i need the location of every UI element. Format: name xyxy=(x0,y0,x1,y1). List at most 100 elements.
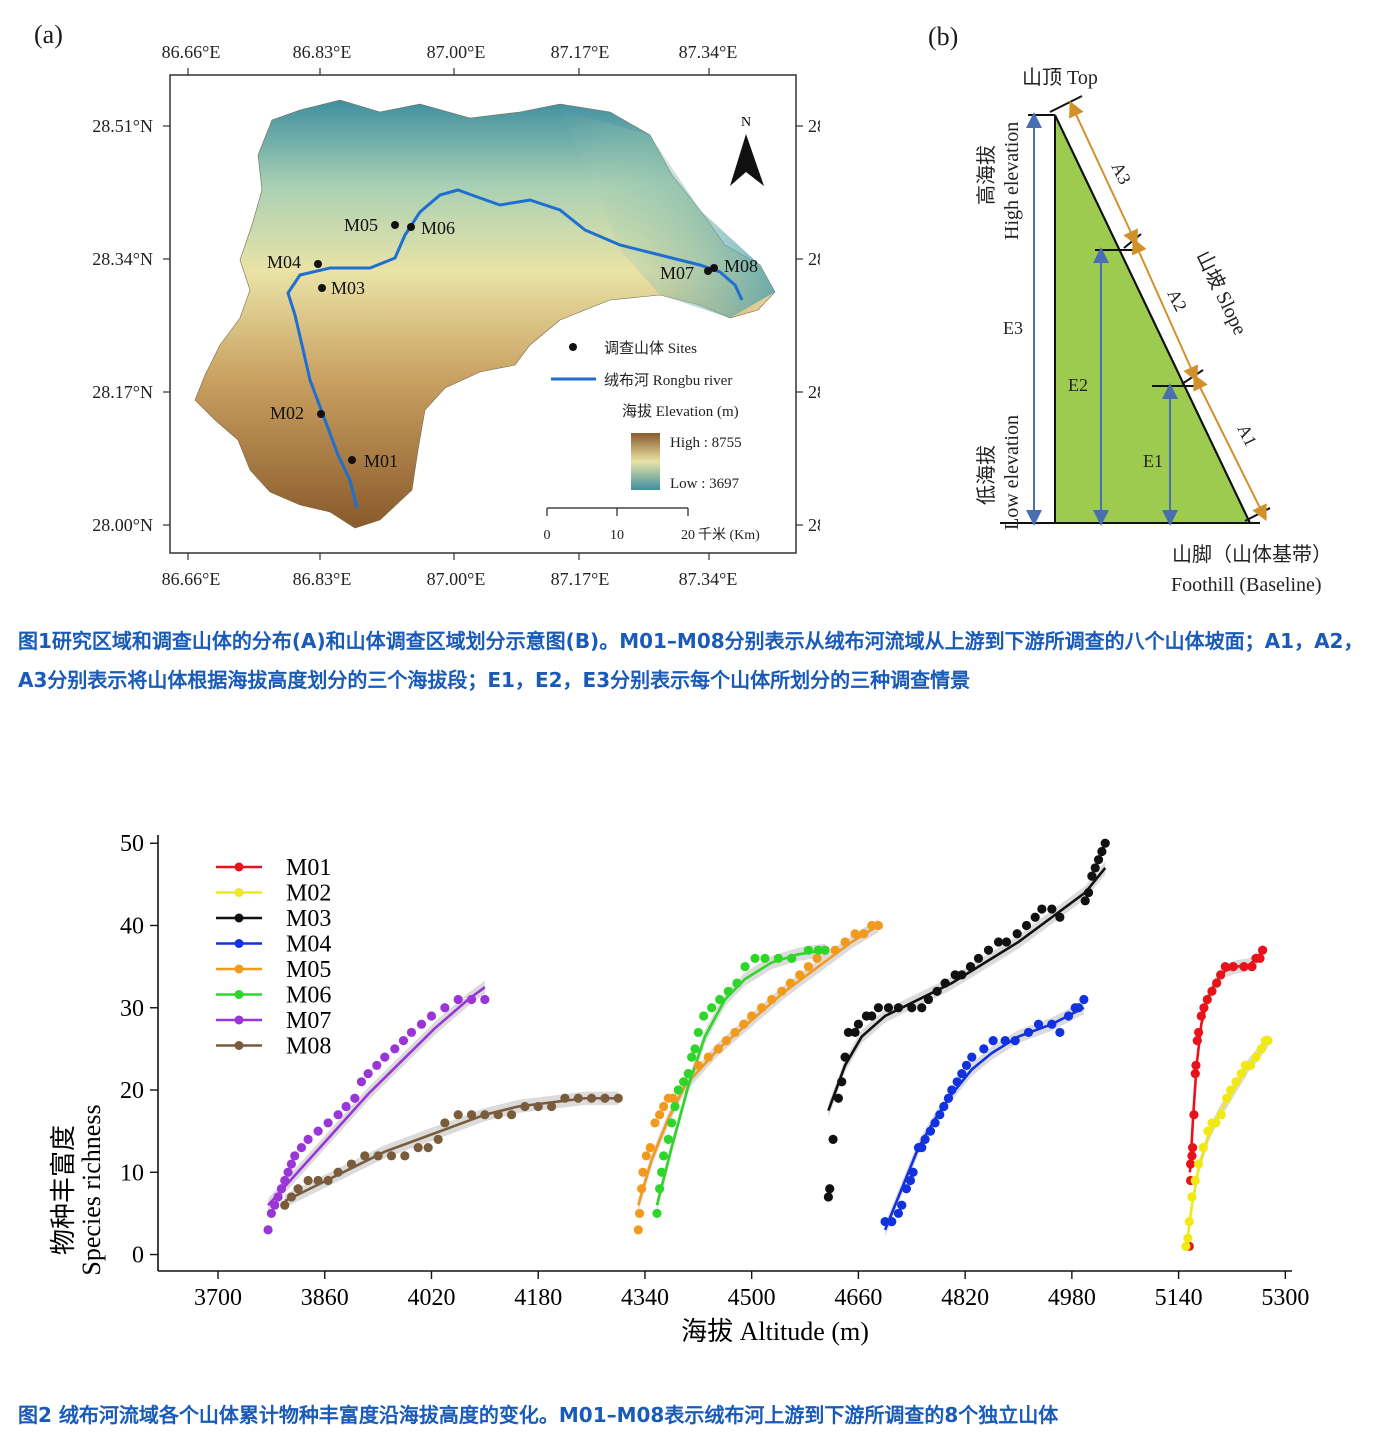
data-point-m04 xyxy=(1047,1019,1057,1029)
data-point-m01 xyxy=(1207,986,1217,996)
fit-confidence-band xyxy=(828,861,1106,1118)
data-point-m03 xyxy=(850,1027,860,1038)
data-point-m05 xyxy=(637,1184,647,1194)
data-point-m08 xyxy=(313,1175,323,1186)
data-point-m07 xyxy=(313,1126,323,1136)
data-point-m06 xyxy=(773,953,783,963)
data-point-m07 xyxy=(283,1167,293,1177)
lat-tick-right: 28.17°N xyxy=(808,382,820,402)
data-point-m05 xyxy=(703,1052,713,1062)
data-point-m03 xyxy=(823,1192,833,1202)
site-label: M03 xyxy=(331,278,365,298)
fit-line-m04 xyxy=(883,1006,1085,1231)
fit-line-m03 xyxy=(827,867,1107,1112)
data-point-m04 xyxy=(887,1217,897,1227)
data-point-m03 xyxy=(833,1093,844,1103)
data-point-m01 xyxy=(1258,945,1268,955)
data-point-m01 xyxy=(1187,1151,1197,1161)
data-point-m05 xyxy=(633,1225,643,1235)
data-point-m01 xyxy=(1228,962,1238,972)
data-point-m08 xyxy=(346,1159,357,1169)
data-point-m08 xyxy=(520,1101,530,1112)
legend-label: M08 xyxy=(286,1034,331,1060)
data-point-m04 xyxy=(1063,1011,1074,1021)
lon-tick-top: 87.34°E xyxy=(679,42,738,62)
slope-label: 山坡 Slope xyxy=(1192,247,1252,339)
segment-a1-arrow xyxy=(1193,373,1267,522)
data-point-m05 xyxy=(668,1093,678,1103)
data-point-m03 xyxy=(923,994,934,1005)
data-point-m04 xyxy=(917,1143,927,1153)
data-point-m03 xyxy=(840,1052,850,1062)
data-point-m01 xyxy=(1196,1011,1206,1021)
data-point-m03 xyxy=(1087,871,1097,881)
data-point-m08 xyxy=(546,1101,557,1112)
x-tick-label: 4820 xyxy=(941,1285,989,1311)
data-point-m02 xyxy=(1181,1241,1191,1251)
data-point-m07 xyxy=(270,1200,280,1210)
data-point-m02 xyxy=(1226,1085,1236,1095)
site-label: M06 xyxy=(421,218,455,238)
data-point-m02 xyxy=(1231,1077,1241,1087)
site-label: M01 xyxy=(364,451,398,471)
site-label: M04 xyxy=(267,252,301,272)
data-point-m07 xyxy=(453,994,463,1005)
data-point-m01 xyxy=(1247,962,1257,972)
data-point-m08 xyxy=(280,1200,290,1210)
data-point-m07 xyxy=(426,1011,437,1021)
legend-elevation: 海拔 Elevation (m) xyxy=(622,403,739,420)
data-point-m01 xyxy=(1212,978,1222,988)
legend-site-icon xyxy=(569,343,577,351)
data-point-m02 xyxy=(1263,1036,1273,1046)
data-point-m06 xyxy=(663,1134,673,1144)
data-point-m04 xyxy=(925,1126,936,1136)
data-point-m05 xyxy=(659,1101,669,1112)
data-point-m04 xyxy=(979,1044,989,1054)
legend-river: 绒布河 Rongbu river xyxy=(604,372,732,389)
data-point-m05 xyxy=(645,1143,655,1153)
data-point-m04 xyxy=(897,1200,907,1210)
data-point-m05 xyxy=(859,929,869,939)
data-point-m04 xyxy=(905,1175,916,1186)
figure2-caption: 图2 绒布河流域各个山体累计物种丰富度沿海拔高度的变化。M01–M08表示绒布河… xyxy=(18,1403,1059,1427)
top-label: 山顶 Top xyxy=(1022,66,1098,89)
data-point-m03 xyxy=(1037,904,1047,914)
data-point-m03 xyxy=(1012,929,1022,939)
data-point-m05 xyxy=(693,1060,703,1070)
foothill-cn: 山脚（山体基带） xyxy=(1172,543,1332,566)
y-axis-label-cn: 物种丰富度 xyxy=(49,1125,78,1255)
figure1-caption: 图1研究区域和调查山体的分布(A)和山体调查区域划分示意图(B)。M01–M08… xyxy=(18,629,1364,692)
data-point-m03 xyxy=(1100,838,1110,848)
x-tick-label: 3860 xyxy=(301,1285,349,1311)
legend-marker-m07 xyxy=(234,1015,244,1025)
data-point-m01 xyxy=(1220,962,1230,972)
data-point-m05 xyxy=(777,986,787,996)
data-point-m01 xyxy=(1239,962,1249,972)
fit-line-m07 xyxy=(267,986,486,1207)
rongbu-river xyxy=(286,188,744,509)
data-point-m05 xyxy=(713,1044,723,1054)
data-point-m06 xyxy=(760,953,770,963)
fit-confidence-band xyxy=(268,980,485,1212)
data-point-m05 xyxy=(803,962,813,972)
segment-a3-arrow xyxy=(1069,100,1138,247)
data-point-m06 xyxy=(657,1167,667,1177)
data-point-m03 xyxy=(917,1003,927,1013)
data-point-m08 xyxy=(373,1151,383,1161)
data-point-m05 xyxy=(655,1110,665,1120)
data-point-m06 xyxy=(715,994,725,1005)
legend-marker-m05 xyxy=(234,964,244,974)
site-marker xyxy=(391,221,399,229)
data-point-m06 xyxy=(820,945,830,955)
data-point-m08 xyxy=(360,1151,370,1161)
data-point-m02 xyxy=(1184,1217,1194,1227)
lat-tick-right: 28.51°N xyxy=(808,116,820,136)
data-point-m05 xyxy=(730,1027,740,1038)
extent-e3: E3 xyxy=(1003,318,1023,338)
site-label: M08 xyxy=(724,256,758,276)
data-point-m06 xyxy=(750,953,760,963)
legend-label: M03 xyxy=(286,906,331,932)
data-point-m03 xyxy=(1093,855,1104,865)
fit-confidence-band xyxy=(885,1001,1084,1237)
legend-marker-m03 xyxy=(234,913,244,923)
